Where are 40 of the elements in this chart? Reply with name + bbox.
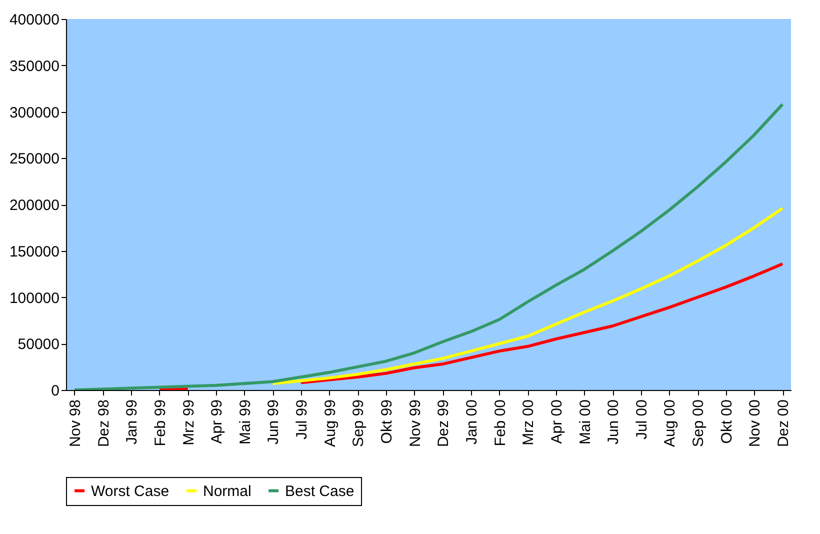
x-tick-label: Feb 99 (152, 400, 169, 446)
x-tick-label: Jul 99 (294, 400, 311, 440)
legend-label: Normal (203, 482, 252, 500)
y-tick-label: 300000 (9, 104, 60, 122)
line-series (72, 102, 784, 390)
x-tick-label: Aug 00 (662, 400, 679, 448)
x-tick-label: Sep 99 (350, 400, 368, 448)
legend-label: Worst Case (91, 482, 170, 500)
x-tick-label: Dez 99 (435, 400, 452, 448)
x-tick-label: Apr 00 (548, 400, 566, 444)
x-tick-label: Sep 00 (690, 400, 708, 448)
line-series (271, 206, 784, 386)
x-tick-label: Jul 00 (633, 400, 650, 440)
x-tick-label: Mrz 00 (520, 400, 538, 446)
x-tick-label: Aug 99 (322, 400, 339, 448)
x-tick-label: Jun 99 (265, 400, 282, 445)
y-tick-label: 250000 (9, 150, 60, 168)
y-tick-label: 0 (51, 382, 60, 400)
y-tick-label: 400000 (9, 12, 60, 28)
x-tick-label: Mai 99 (236, 400, 254, 445)
x-tick-label: Mrz 99 (180, 400, 198, 446)
x-tick-label: Nov 00 (746, 400, 764, 448)
x-tick-label: Dez 00 (775, 400, 792, 448)
x-tick-label: Feb 00 (492, 400, 509, 446)
x-tick-label: Nov 98 (66, 400, 84, 448)
x-tick-label: Apr 99 (208, 400, 226, 444)
x-tick-label: Jan 00 (463, 400, 480, 445)
y-tick-label: 100000 (9, 290, 60, 307)
x-tick-label: Jan 99 (124, 400, 141, 445)
legend-label: Best Case (285, 482, 354, 500)
x-tick-label: Dez 98 (95, 400, 112, 448)
y-tick-label: 50000 (18, 336, 60, 354)
y-tick-label: 150000 (9, 243, 60, 260)
x-tick-label: Mai 00 (576, 400, 594, 445)
y-tick-label: 350000 (9, 58, 60, 75)
x-tick-label: Nov 99 (406, 400, 424, 448)
x-tick-label: Okt 99 (378, 400, 396, 444)
x-tick-label: Jun 00 (605, 400, 622, 445)
x-tick-label: Okt 00 (718, 400, 736, 444)
y-tick-label: 200000 (9, 197, 60, 214)
